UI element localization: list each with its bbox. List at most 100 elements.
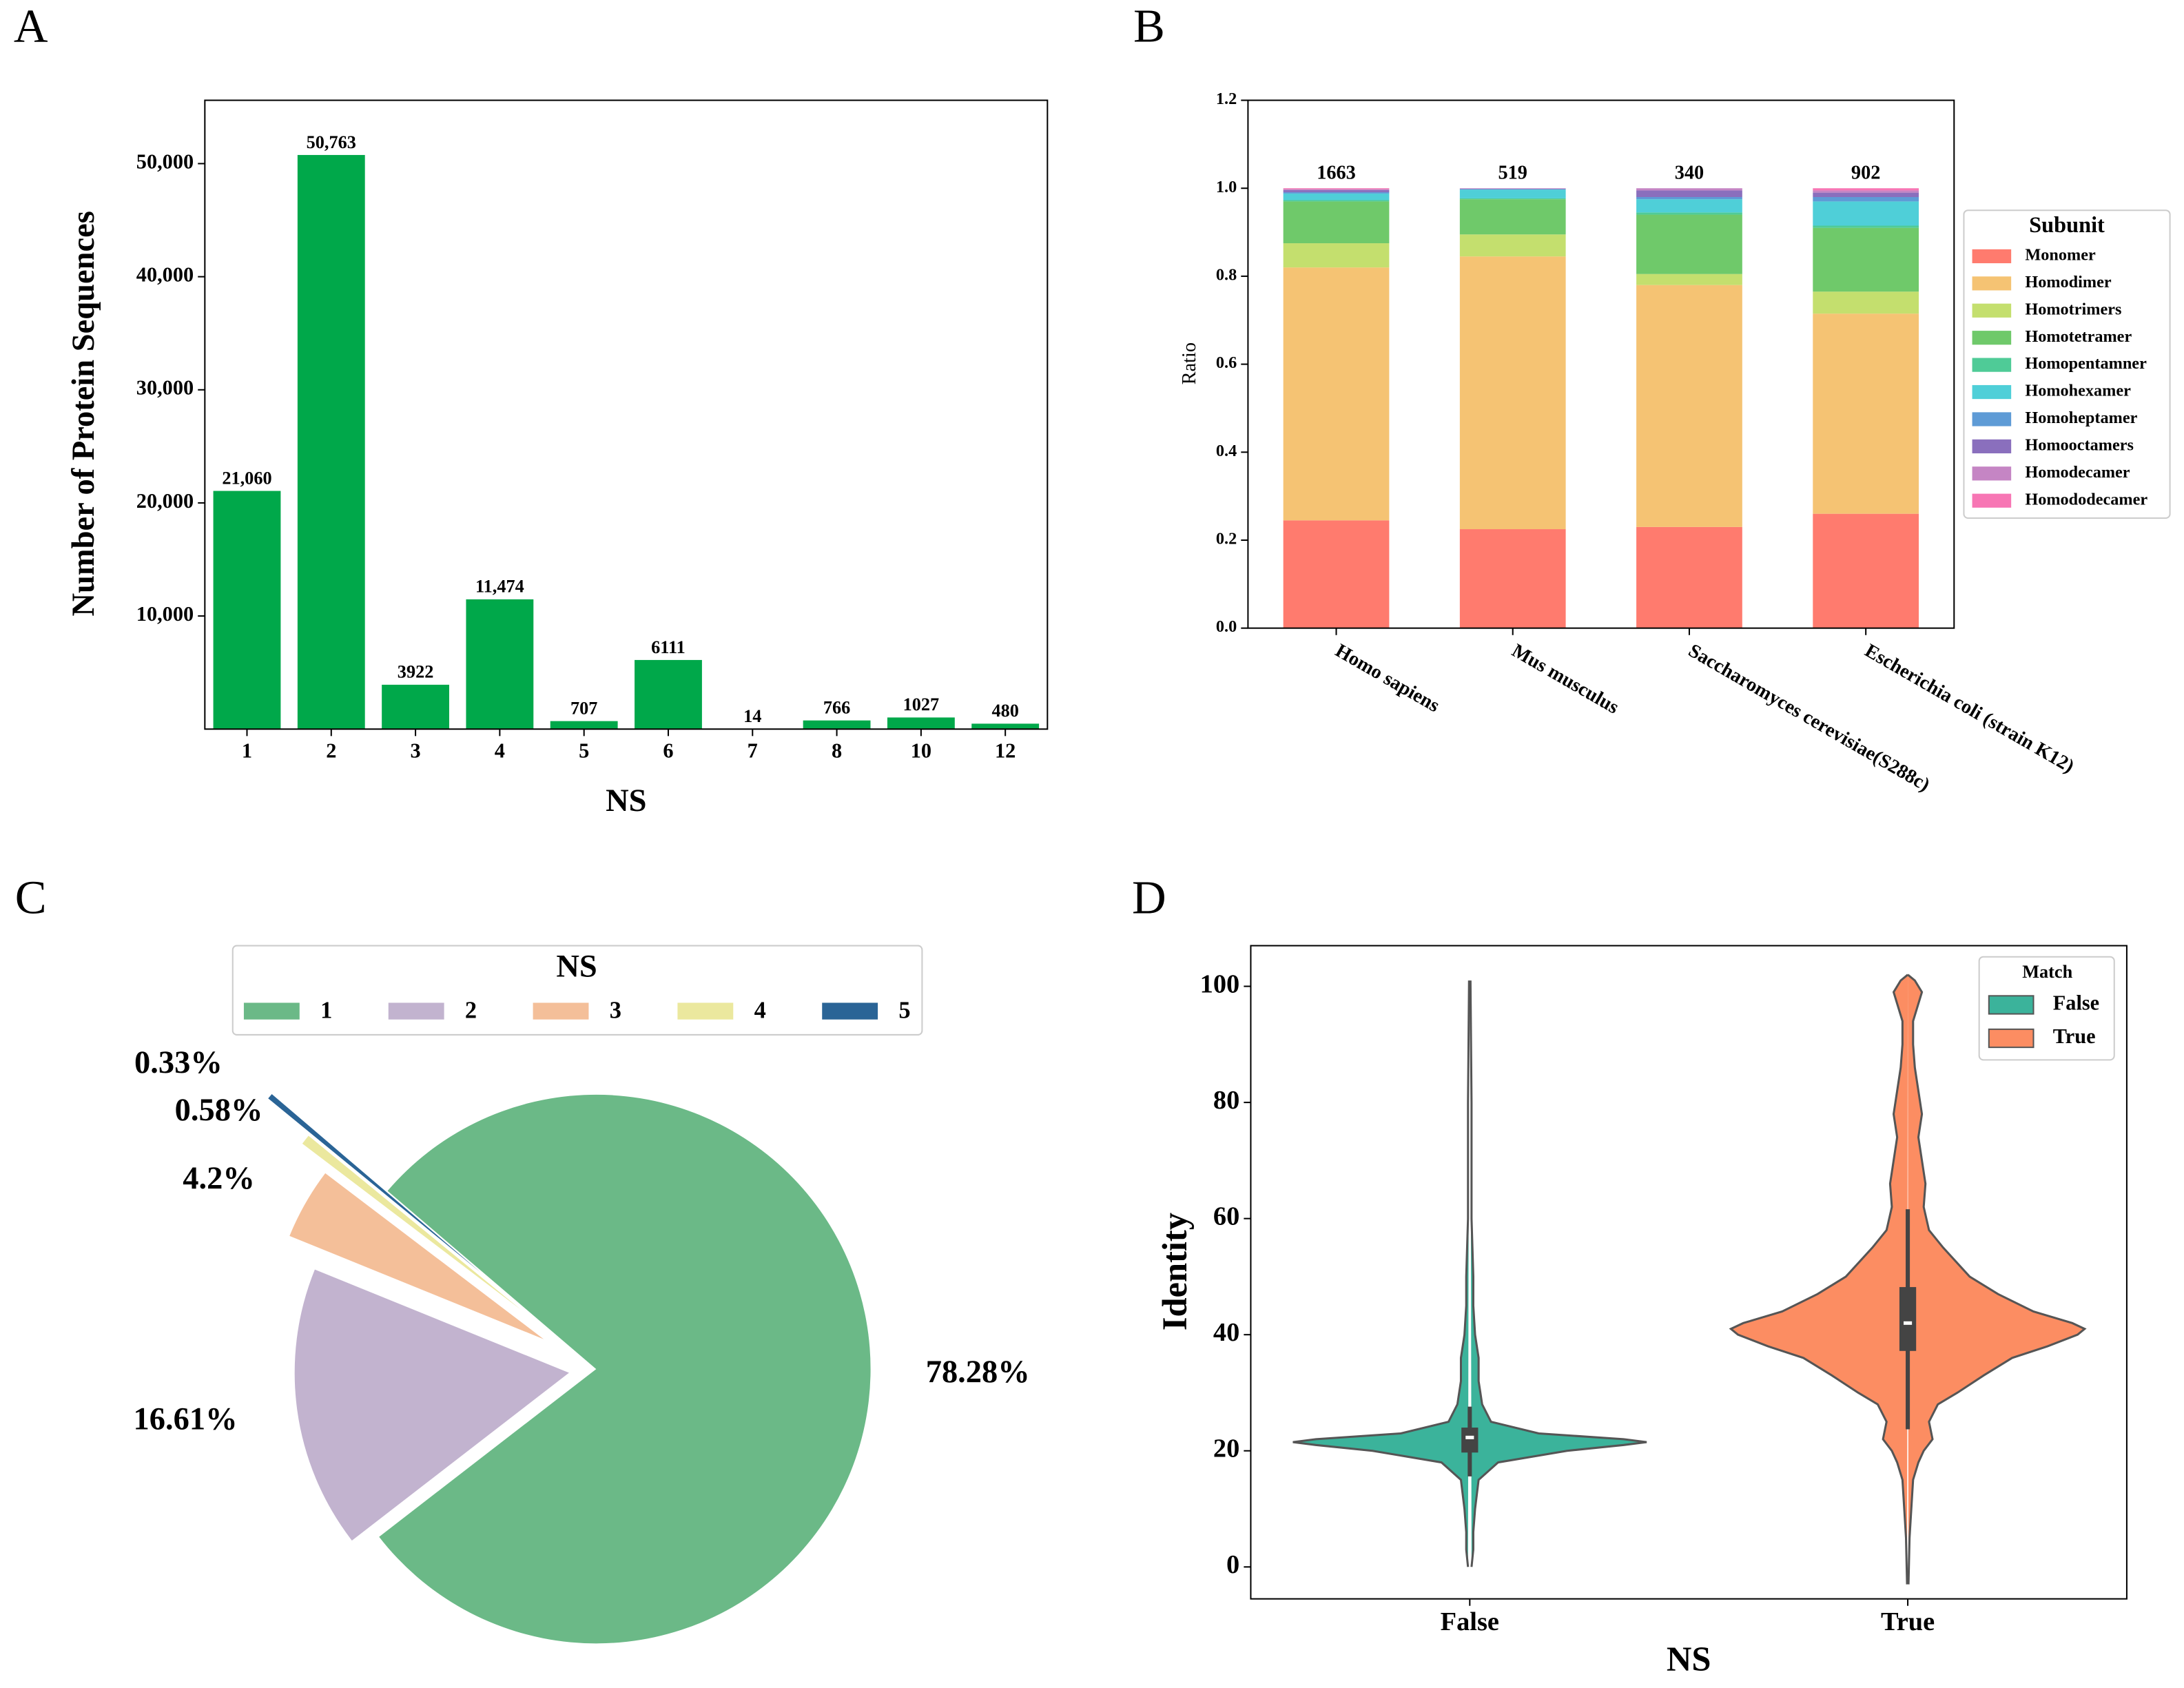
legend-title: Subunit: [2029, 212, 2105, 237]
value-label: 11,474: [475, 577, 524, 597]
x-tick-label: True: [1881, 1607, 1935, 1636]
legend-swatch: [1972, 249, 2012, 264]
legend-label: Homodimer: [2025, 273, 2112, 291]
legend-label: 3: [610, 997, 621, 1023]
bar-segment: [1813, 227, 1919, 292]
total-label: 1663: [1317, 163, 1356, 184]
panel-label: B: [1133, 0, 1165, 52]
bar-segment: [1813, 201, 1919, 226]
pie-slice: [294, 1269, 569, 1541]
y-tick-label: 50,000: [136, 150, 194, 173]
legend-swatch: [1972, 331, 2012, 345]
legend-swatch: [1972, 493, 2012, 508]
bar-segment: [1459, 256, 1566, 530]
x-tick-label: 8: [832, 739, 842, 763]
panel-label: D: [1132, 872, 1166, 924]
bar-segment: [1813, 225, 1919, 228]
legend-swatch: [822, 1002, 878, 1020]
value-label: 16.61%: [133, 1402, 237, 1437]
total-label: 340: [1675, 163, 1704, 184]
value-label: 0.33%: [134, 1045, 223, 1080]
pie-slice: [268, 1093, 481, 1273]
value-label: 3922: [398, 662, 434, 682]
legend-swatch: [1988, 995, 2034, 1015]
pie-slice: [379, 1094, 871, 1644]
x-tick-label: 6: [663, 739, 673, 763]
legend-label: False: [2053, 991, 2099, 1014]
bar-segment: [1636, 212, 1742, 215]
bar-segment: [1636, 214, 1742, 274]
y-tick-label: 0.6: [1216, 353, 1237, 372]
value-label: 766: [823, 698, 850, 718]
bar-segment: [1459, 529, 1566, 628]
bar: [382, 684, 449, 730]
bar-segment: [1283, 189, 1390, 190]
legend-label: Homoheptamer: [2025, 409, 2137, 427]
y-tick-label: 0.4: [1216, 442, 1237, 460]
bar-segment: [1813, 192, 1919, 198]
bar-segment: [1813, 313, 1919, 514]
violin-body: [1731, 974, 1908, 1585]
bar: [550, 721, 618, 730]
y-tick-label: 10,000: [136, 602, 194, 626]
bar-segment: [1459, 188, 1566, 189]
x-tick-label: 3: [411, 739, 421, 763]
y-tick-label: 0.8: [1216, 265, 1237, 284]
x-tick-label: 10: [911, 739, 931, 763]
legend-swatch: [1972, 439, 2012, 453]
legend-title: NS: [556, 949, 597, 985]
bar: [297, 154, 365, 730]
legend-swatch: [388, 1002, 444, 1020]
total-label: 519: [1498, 163, 1527, 184]
value-label: 707: [570, 698, 597, 718]
legend-swatch: [1972, 358, 2012, 372]
x-tick-label: 1: [242, 739, 252, 763]
legend-swatch: [1972, 384, 2012, 400]
value-label: 1027: [903, 694, 940, 714]
value-label: 50,763: [307, 132, 356, 152]
panel-label: A: [14, 0, 48, 52]
value-label: 480: [991, 701, 1018, 721]
x-tick-label: 4: [495, 739, 505, 763]
bar-segment: [1459, 199, 1566, 235]
legend-label: Homodecamer: [2025, 463, 2130, 482]
y-tick-label: 0.2: [1216, 530, 1237, 548]
value-label: 6111: [651, 637, 686, 657]
legend-label: Homododecamer: [2025, 490, 2147, 508]
y-tick-label: 1.0: [1216, 178, 1237, 196]
bar: [635, 659, 702, 730]
y-tick-label: 80: [1213, 1086, 1239, 1115]
bar: [803, 720, 871, 730]
legend-swatch: [1972, 303, 2012, 318]
bar-segment: [1813, 190, 1919, 193]
x-axis-label: NS: [606, 783, 646, 819]
pie-slice: [302, 1135, 521, 1310]
legend-label: Homopentamner: [2025, 354, 2147, 373]
x-tick-label: Mus musculus: [1508, 640, 1622, 719]
y-tick-label: 0: [1226, 1550, 1239, 1579]
bar: [971, 723, 1040, 730]
bar-segment: [1459, 198, 1566, 200]
bar-segment: [1283, 188, 1390, 189]
legend-label: 2: [465, 997, 477, 1023]
legend-label: True: [2053, 1025, 2096, 1048]
y-tick-label: 100: [1200, 969, 1240, 998]
value-label: 0.58%: [175, 1093, 263, 1128]
bar-segment: [1459, 234, 1566, 257]
y-tick-label: 0.0: [1216, 617, 1237, 636]
x-axis-label: NS: [1667, 1640, 1711, 1678]
legend-label: Homohexamer: [2025, 382, 2131, 400]
bar-segment: [1813, 291, 1919, 314]
legend-label: Homotrimers: [2025, 300, 2121, 318]
bar-segment: [1636, 274, 1742, 285]
violin-outline: [1729, 974, 1909, 1585]
legend-swatch: [533, 1002, 589, 1020]
violin-outline: [1907, 974, 2087, 1585]
bar-segment: [1459, 189, 1566, 198]
total-label: 902: [1851, 163, 1880, 184]
bar-segment: [1813, 197, 1919, 202]
box: [1461, 1428, 1479, 1453]
y-axis-label: Number of Protein Sequences: [66, 211, 101, 616]
x-tick-label: 7: [748, 739, 758, 763]
violin-body: [1292, 980, 1470, 1567]
